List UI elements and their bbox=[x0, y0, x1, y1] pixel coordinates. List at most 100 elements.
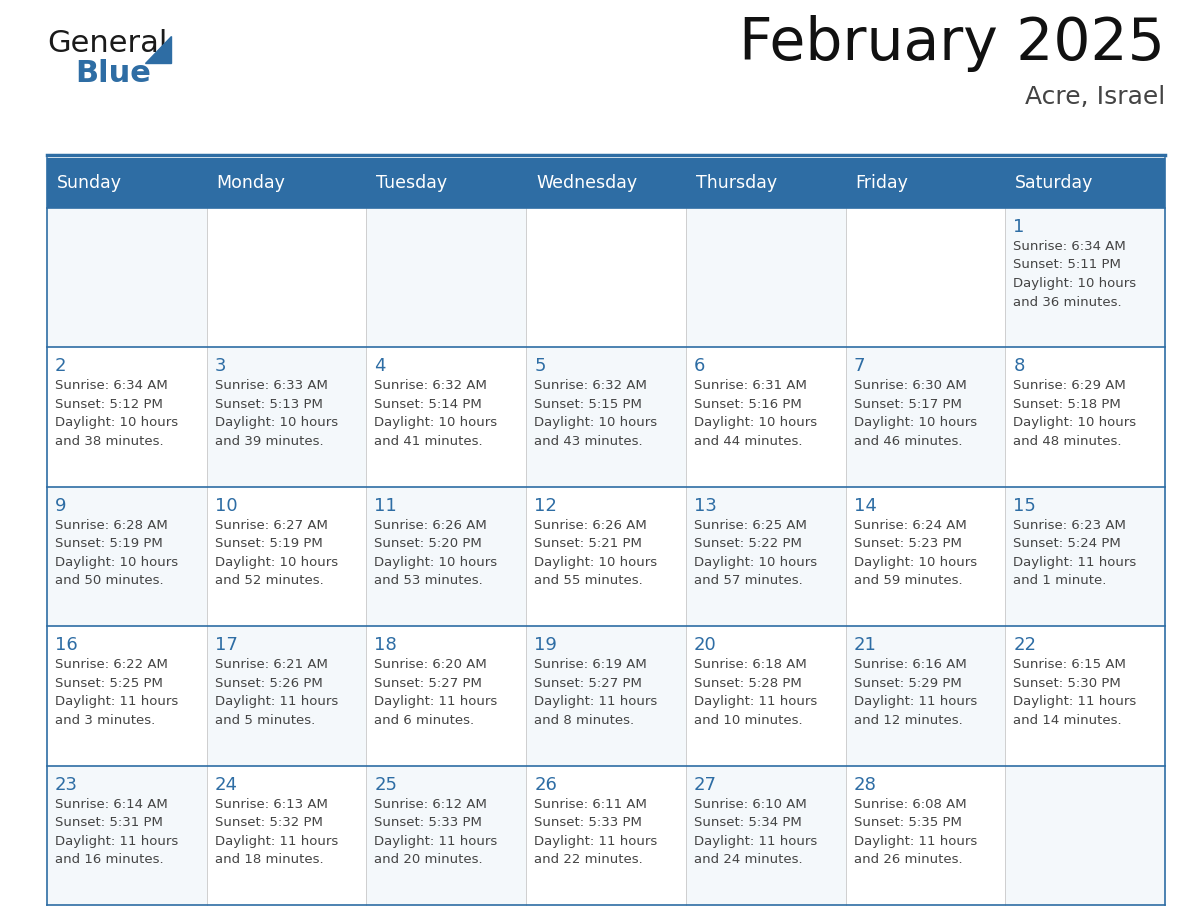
Bar bbox=[207, 208, 366, 347]
Bar bbox=[207, 487, 366, 626]
Text: 18: 18 bbox=[374, 636, 397, 655]
Text: and 24 minutes.: and 24 minutes. bbox=[694, 853, 802, 866]
Text: and 39 minutes.: and 39 minutes. bbox=[215, 435, 323, 448]
Text: Daylight: 10 hours: Daylight: 10 hours bbox=[374, 417, 498, 430]
Bar bbox=[48, 158, 1165, 208]
Text: Daylight: 11 hours: Daylight: 11 hours bbox=[535, 695, 657, 708]
Text: Sunset: 5:29 PM: Sunset: 5:29 PM bbox=[853, 677, 961, 689]
Text: Sunset: 5:33 PM: Sunset: 5:33 PM bbox=[535, 816, 642, 829]
Text: Daylight: 11 hours: Daylight: 11 hours bbox=[55, 834, 178, 847]
Text: Sunset: 5:15 PM: Sunset: 5:15 PM bbox=[535, 397, 642, 411]
Text: Sunrise: 6:33 AM: Sunrise: 6:33 AM bbox=[215, 379, 328, 392]
Text: 7: 7 bbox=[853, 357, 865, 375]
Text: 23: 23 bbox=[55, 776, 78, 793]
Text: Sunset: 5:32 PM: Sunset: 5:32 PM bbox=[215, 816, 323, 829]
Bar bbox=[1005, 626, 1165, 766]
Text: Sunrise: 6:14 AM: Sunrise: 6:14 AM bbox=[55, 798, 168, 811]
Text: Sunrise: 6:13 AM: Sunrise: 6:13 AM bbox=[215, 798, 328, 811]
Bar bbox=[48, 347, 207, 487]
Bar bbox=[846, 487, 1005, 626]
Text: Daylight: 10 hours: Daylight: 10 hours bbox=[1013, 277, 1137, 290]
Text: Sunset: 5:31 PM: Sunset: 5:31 PM bbox=[55, 816, 163, 829]
Bar bbox=[366, 626, 526, 766]
Text: and 38 minutes.: and 38 minutes. bbox=[55, 435, 164, 448]
Text: Daylight: 10 hours: Daylight: 10 hours bbox=[535, 555, 657, 569]
Text: Daylight: 11 hours: Daylight: 11 hours bbox=[853, 834, 977, 847]
Text: Daylight: 11 hours: Daylight: 11 hours bbox=[215, 834, 337, 847]
Text: Daylight: 11 hours: Daylight: 11 hours bbox=[694, 834, 817, 847]
Text: Sunset: 5:22 PM: Sunset: 5:22 PM bbox=[694, 537, 802, 550]
Bar bbox=[366, 766, 526, 905]
Text: Sunset: 5:17 PM: Sunset: 5:17 PM bbox=[853, 397, 961, 411]
Bar bbox=[1005, 208, 1165, 347]
Text: 19: 19 bbox=[535, 636, 557, 655]
Text: and 52 minutes.: and 52 minutes. bbox=[215, 575, 323, 588]
Text: Wednesday: Wednesday bbox=[536, 174, 637, 192]
Bar bbox=[846, 766, 1005, 905]
Text: and 22 minutes.: and 22 minutes. bbox=[535, 853, 643, 866]
Text: Sunset: 5:16 PM: Sunset: 5:16 PM bbox=[694, 397, 802, 411]
Text: Sunset: 5:25 PM: Sunset: 5:25 PM bbox=[55, 677, 163, 689]
Bar bbox=[846, 347, 1005, 487]
Text: Daylight: 10 hours: Daylight: 10 hours bbox=[853, 555, 977, 569]
Text: Sunrise: 6:27 AM: Sunrise: 6:27 AM bbox=[215, 519, 328, 532]
Bar bbox=[366, 347, 526, 487]
Text: Sunset: 5:34 PM: Sunset: 5:34 PM bbox=[694, 816, 802, 829]
Text: Thursday: Thursday bbox=[696, 174, 777, 192]
Text: and 53 minutes.: and 53 minutes. bbox=[374, 575, 484, 588]
Text: Daylight: 10 hours: Daylight: 10 hours bbox=[694, 417, 817, 430]
Polygon shape bbox=[145, 36, 171, 63]
Bar bbox=[685, 208, 846, 347]
Text: Daylight: 10 hours: Daylight: 10 hours bbox=[55, 417, 178, 430]
Text: Sunrise: 6:29 AM: Sunrise: 6:29 AM bbox=[1013, 379, 1126, 392]
Bar bbox=[207, 347, 366, 487]
Text: and 26 minutes.: and 26 minutes. bbox=[853, 853, 962, 866]
Text: Daylight: 11 hours: Daylight: 11 hours bbox=[55, 695, 178, 708]
Text: Sunset: 5:27 PM: Sunset: 5:27 PM bbox=[374, 677, 482, 689]
Text: Sunset: 5:18 PM: Sunset: 5:18 PM bbox=[1013, 397, 1121, 411]
Text: Sunrise: 6:34 AM: Sunrise: 6:34 AM bbox=[1013, 240, 1126, 253]
Text: Sunset: 5:33 PM: Sunset: 5:33 PM bbox=[374, 816, 482, 829]
Text: 8: 8 bbox=[1013, 357, 1025, 375]
Bar bbox=[526, 208, 685, 347]
Text: and 55 minutes.: and 55 minutes. bbox=[535, 575, 643, 588]
Bar bbox=[1005, 347, 1165, 487]
Text: and 16 minutes.: and 16 minutes. bbox=[55, 853, 164, 866]
Text: Sunrise: 6:30 AM: Sunrise: 6:30 AM bbox=[853, 379, 966, 392]
Text: Sunset: 5:21 PM: Sunset: 5:21 PM bbox=[535, 537, 642, 550]
Text: 27: 27 bbox=[694, 776, 716, 793]
Text: Daylight: 10 hours: Daylight: 10 hours bbox=[374, 555, 498, 569]
Text: 21: 21 bbox=[853, 636, 877, 655]
Text: Sunset: 5:13 PM: Sunset: 5:13 PM bbox=[215, 397, 323, 411]
Text: Sunrise: 6:20 AM: Sunrise: 6:20 AM bbox=[374, 658, 487, 671]
Text: and 57 minutes.: and 57 minutes. bbox=[694, 575, 803, 588]
Text: Sunrise: 6:22 AM: Sunrise: 6:22 AM bbox=[55, 658, 168, 671]
Text: and 8 minutes.: and 8 minutes. bbox=[535, 713, 634, 727]
Text: and 41 minutes.: and 41 minutes. bbox=[374, 435, 484, 448]
Text: Sunrise: 6:24 AM: Sunrise: 6:24 AM bbox=[853, 519, 966, 532]
Text: Daylight: 11 hours: Daylight: 11 hours bbox=[374, 695, 498, 708]
Text: Daylight: 10 hours: Daylight: 10 hours bbox=[694, 555, 817, 569]
Text: and 44 minutes.: and 44 minutes. bbox=[694, 435, 802, 448]
Text: 17: 17 bbox=[215, 636, 238, 655]
Text: Daylight: 11 hours: Daylight: 11 hours bbox=[215, 695, 337, 708]
Text: Daylight: 11 hours: Daylight: 11 hours bbox=[1013, 695, 1137, 708]
Text: and 14 minutes.: and 14 minutes. bbox=[1013, 713, 1121, 727]
Text: Daylight: 10 hours: Daylight: 10 hours bbox=[215, 555, 337, 569]
Text: and 3 minutes.: and 3 minutes. bbox=[55, 713, 156, 727]
Text: 1: 1 bbox=[1013, 218, 1025, 236]
Text: February 2025: February 2025 bbox=[739, 15, 1165, 72]
Bar bbox=[366, 208, 526, 347]
Text: Sunrise: 6:26 AM: Sunrise: 6:26 AM bbox=[374, 519, 487, 532]
Text: Daylight: 11 hours: Daylight: 11 hours bbox=[853, 695, 977, 708]
Text: 10: 10 bbox=[215, 497, 238, 515]
Text: Blue: Blue bbox=[75, 59, 151, 88]
Text: 16: 16 bbox=[55, 636, 77, 655]
Text: Sunrise: 6:21 AM: Sunrise: 6:21 AM bbox=[215, 658, 328, 671]
Bar bbox=[1005, 766, 1165, 905]
Text: 15: 15 bbox=[1013, 497, 1036, 515]
Text: Sunrise: 6:19 AM: Sunrise: 6:19 AM bbox=[535, 658, 647, 671]
Text: Saturday: Saturday bbox=[1016, 174, 1094, 192]
Text: and 5 minutes.: and 5 minutes. bbox=[215, 713, 315, 727]
Bar bbox=[685, 347, 846, 487]
